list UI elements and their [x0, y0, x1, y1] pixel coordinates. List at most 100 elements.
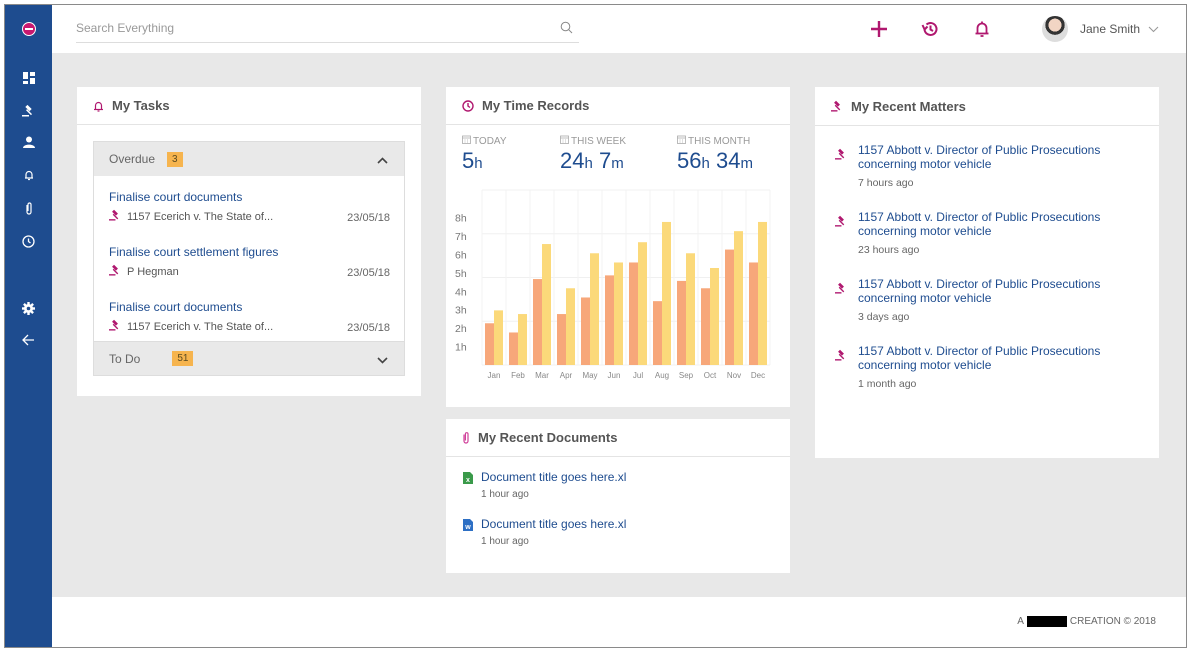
- bar-series-1: [557, 314, 566, 365]
- clock-icon: [462, 99, 474, 112]
- y-tick-label: 5h: [455, 268, 467, 280]
- gavel-icon: [109, 209, 121, 224]
- person-icon[interactable]: [5, 132, 52, 152]
- bar-series-2: [686, 253, 695, 365]
- bell-icon: [93, 100, 104, 112]
- card-header: My Tasks: [77, 87, 421, 125]
- my-time-records-card: My Time Records TODAY 5h THIS WEEK 24h 7…: [446, 87, 790, 407]
- clock-icon[interactable]: [5, 231, 52, 251]
- matter-title[interactable]: 1157 Abbott v. Director of Public Prosec…: [858, 210, 1101, 238]
- stat-label: THIS MONTH: [688, 135, 751, 147]
- add-button[interactable]: [868, 18, 890, 40]
- bar-series-1: [605, 275, 614, 365]
- matter-item[interactable]: 1157 Abbott v. Director of Public Prosec…: [815, 210, 1159, 277]
- todo-section-toggle[interactable]: To Do 51: [94, 341, 404, 375]
- copyright: A CREATION © 2018: [1017, 616, 1156, 627]
- gear-icon[interactable]: [5, 298, 52, 318]
- bar-series-2: [638, 242, 647, 365]
- task-title[interactable]: Finalise court documents: [109, 190, 243, 204]
- stat-value: 5h: [462, 148, 483, 173]
- bar-series-1: [701, 288, 710, 365]
- task-title[interactable]: Finalise court documents: [109, 300, 243, 314]
- matter-title[interactable]: 1157 Abbott v. Director of Public Prosec…: [858, 277, 1101, 305]
- arrow-left-icon[interactable]: [5, 330, 52, 350]
- document-title[interactable]: Document title goes here.xl: [481, 470, 627, 484]
- gavel-icon[interactable]: [5, 100, 52, 120]
- matter-title[interactable]: 1157 Abbott v. Director of Public Prosec…: [858, 143, 1101, 171]
- matter-item[interactable]: 1157 Abbott v. Director of Public Prosec…: [815, 277, 1159, 344]
- y-tick-label: 8h: [455, 213, 467, 225]
- redacted-name: [1026, 616, 1067, 627]
- task-item[interactable]: Finalise court settlement figures P Hegm…: [94, 231, 404, 286]
- x-tick-label: Oct: [704, 371, 717, 380]
- task-date: 23/05/18: [347, 212, 390, 224]
- card-title: My Tasks: [112, 98, 170, 113]
- document-title[interactable]: Document title goes here.xl: [481, 517, 627, 531]
- document-item[interactable]: x Document title goes here.xl 1 hour ago: [446, 470, 790, 517]
- bar-series-1: [509, 332, 518, 365]
- my-tasks-card: My Tasks Overdue 3 Finalise court docume…: [77, 87, 421, 396]
- my-recent-documents-card: My Recent Documents x Document title goe…: [446, 419, 790, 573]
- stat-label: TODAY: [473, 135, 507, 147]
- footer: A CREATION © 2018: [52, 597, 1186, 647]
- task-item[interactable]: Finalise court documents 1157 Ecerich v.…: [94, 176, 404, 231]
- history-button[interactable]: [919, 18, 941, 40]
- avatar: [1042, 16, 1068, 42]
- paperclip-icon[interactable]: [5, 198, 52, 218]
- task-title[interactable]: Finalise court settlement figures: [109, 245, 279, 259]
- task-matter: 1157 Ecerich v. The State of...: [109, 209, 404, 224]
- search-input[interactable]: [76, 15, 546, 41]
- svg-text:x: x: [466, 477, 470, 484]
- gavel-icon: [835, 281, 847, 299]
- app-logo[interactable]: [5, 19, 52, 39]
- x-tick-label: Feb: [511, 371, 525, 380]
- task-matter: P Hegman: [109, 264, 404, 279]
- x-tick-label: Jun: [608, 371, 621, 380]
- y-tick-label: 3h: [455, 305, 467, 317]
- bar-series-2: [590, 253, 599, 365]
- y-tick-label: 6h: [455, 249, 467, 261]
- x-tick-label: Dec: [751, 371, 765, 380]
- stat-label: THIS WEEK: [571, 135, 627, 147]
- bar-series-1: [629, 262, 638, 365]
- stat-value: 56h 34m: [677, 148, 753, 173]
- sidebar: [5, 5, 52, 647]
- overdue-section-toggle[interactable]: Overdue 3: [94, 142, 404, 176]
- task-item[interactable]: Finalise court documents 1157 Ecerich v.…: [94, 286, 404, 341]
- gavel-icon: [109, 319, 121, 334]
- bar-series-1: [677, 280, 686, 365]
- bar-series-1: [581, 297, 590, 365]
- matter-item[interactable]: 1157 Abbott v. Director of Public Prosec…: [815, 344, 1159, 411]
- user-menu[interactable]: Jane Smith: [1042, 15, 1159, 43]
- excel-file-icon: x: [463, 471, 473, 489]
- top-bar: Jane Smith: [52, 5, 1186, 53]
- chevron-down-icon: [1148, 20, 1159, 38]
- task-matter: 1157 Ecerich v. The State of...: [109, 319, 404, 334]
- bar-series-2: [518, 314, 527, 365]
- card-header: My Time Records: [446, 87, 790, 125]
- calendar-icon: [462, 135, 471, 147]
- matter-item[interactable]: 1157 Abbott v. Director of Public Prosec…: [815, 143, 1159, 210]
- matter-title[interactable]: 1157 Abbott v. Director of Public Prosec…: [858, 344, 1101, 372]
- gavel-icon: [831, 100, 843, 112]
- card-header: My Recent Matters: [815, 87, 1159, 126]
- search-bar: [76, 15, 579, 43]
- notifications-button[interactable]: [971, 18, 993, 40]
- search-icon[interactable]: [560, 21, 573, 39]
- document-item[interactable]: w Document title goes here.xl 1 hour ago: [446, 517, 790, 564]
- chevron-up-icon: [377, 153, 388, 167]
- x-tick-label: Sep: [679, 371, 694, 380]
- dashboard-icon[interactable]: [5, 68, 52, 88]
- gavel-icon: [109, 264, 121, 279]
- card-title: My Recent Matters: [851, 98, 966, 114]
- bar-series-1: [533, 279, 542, 365]
- tasks-accordion: Overdue 3 Finalise court documents 1157 …: [93, 141, 405, 376]
- document-list: x Document title goes here.xl 1 hour ago…: [446, 457, 790, 564]
- my-recent-matters-card: My Recent Matters 1157 Abbott v. Directo…: [815, 87, 1159, 458]
- task-date: 23/05/18: [347, 322, 390, 334]
- paperclip-icon: [462, 431, 470, 444]
- y-tick-label: 7h: [455, 231, 467, 243]
- bell-icon[interactable]: [5, 165, 52, 185]
- gavel-icon: [835, 147, 847, 165]
- card-header: My Recent Documents: [446, 419, 790, 457]
